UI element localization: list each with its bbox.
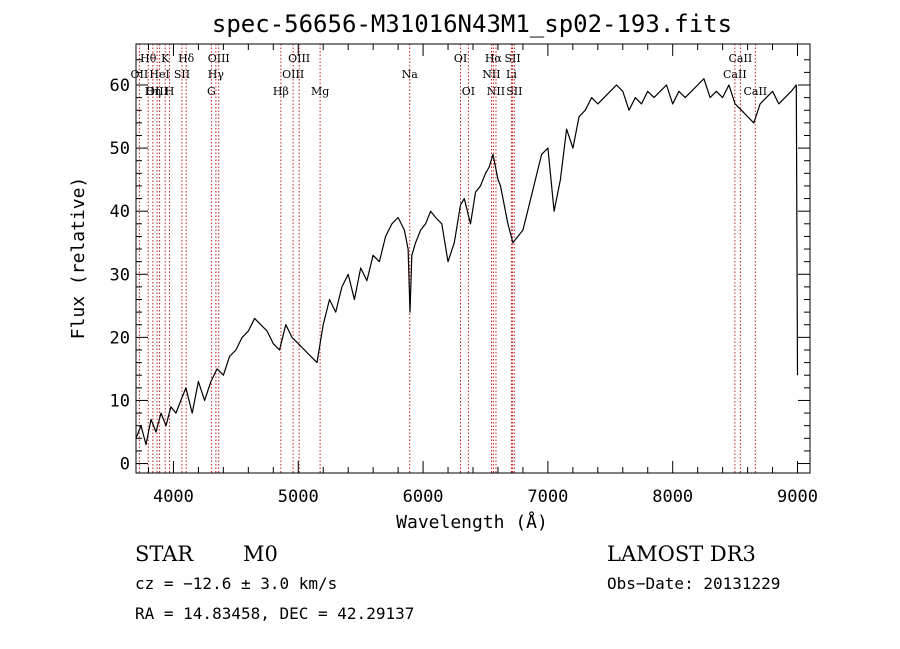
emission-line-labels: Hθ OII OIII K HeI Hη H Hδ SII OIII Hγ G Hβ OIII OIII Mg… xyxy=(131,52,768,98)
emission-line-label: Hη xyxy=(145,85,161,98)
emission-line-label: OIII xyxy=(282,68,304,81)
emission-line-label: CaII xyxy=(723,68,747,81)
x-tick-label: 7000 xyxy=(527,487,568,507)
emission-line-label: OIII xyxy=(146,85,168,98)
ra-dec-coordinates: RA = 14.83458, DEC = 42.29137 xyxy=(135,604,414,623)
emission-line-label: Hδ xyxy=(178,52,195,65)
y-tick-label: 60 xyxy=(110,76,130,96)
emission-line-label: Na xyxy=(402,68,419,81)
emission-line-label: SII xyxy=(174,68,190,81)
emission-line-label: H xyxy=(165,85,175,98)
y-tick-label: 10 xyxy=(110,391,130,411)
emission-line-label: OII xyxy=(131,68,149,81)
x-axis-label: Wavelength (Å) xyxy=(396,511,548,533)
plot-frame xyxy=(135,43,811,474)
x-axis-ticks: 4000 5000 6000 7000 8000 9000 xyxy=(147,44,818,507)
object-class: STAR xyxy=(135,542,194,566)
spectrum-series xyxy=(135,78,799,446)
y-axis-label: Flux (relative) xyxy=(68,177,89,340)
x-tick-label: 4000 xyxy=(153,487,194,507)
emission-line-label: CaII xyxy=(743,85,767,98)
emission-line-label: OI xyxy=(454,52,467,65)
x-tick-label: 9000 xyxy=(777,487,818,507)
emission-line-label: G xyxy=(207,85,216,98)
emission-line-label: K xyxy=(161,52,170,65)
y-tick-label: 40 xyxy=(110,202,130,222)
emission-line-label: OIII xyxy=(288,52,310,65)
emission-line-label: OIII xyxy=(208,52,230,65)
y-tick-label: 0 xyxy=(120,455,130,475)
survey-name: LAMOST DR3 xyxy=(607,542,756,566)
emission-line-label: OI xyxy=(462,85,475,98)
y-tick-label: 30 xyxy=(110,265,130,285)
x-tick-label: 5000 xyxy=(278,487,319,507)
redshift-cz: cz = −12.6 ± 3.0 km/s xyxy=(135,574,337,593)
emission-line-label: NII xyxy=(482,68,500,81)
emission-line-label: SII xyxy=(504,52,520,65)
emission-line-label: Hα xyxy=(485,52,503,65)
emission-line-label: Hθ xyxy=(140,52,157,65)
y-tick-label: 20 xyxy=(110,328,130,348)
emission-line-label: Hγ xyxy=(208,68,225,81)
emission-line-markers xyxy=(138,44,756,473)
object-subclass: M0 xyxy=(243,542,278,566)
emission-line-label: Li xyxy=(506,68,517,81)
emission-line-label: HeI xyxy=(149,68,169,81)
emission-line-label: CaII xyxy=(729,52,753,65)
spectrum-line xyxy=(135,78,799,446)
y-axis-ticks: 0 10 20 30 40 50 60 xyxy=(110,59,810,475)
x-tick-label: 8000 xyxy=(652,487,693,507)
observation-date: Obs−Date: 20131229 xyxy=(607,574,780,593)
emission-line-label: Hβ xyxy=(273,85,289,98)
y-tick-label: 50 xyxy=(110,139,130,159)
emission-line-label: SII xyxy=(506,85,522,98)
emission-line-label: Mg xyxy=(311,85,329,98)
x-tick-label: 6000 xyxy=(403,487,444,507)
emission-line-label: NII xyxy=(487,85,505,98)
chart-title: spec-56656-M31016N43M1_sp02-193.fits xyxy=(212,10,732,38)
